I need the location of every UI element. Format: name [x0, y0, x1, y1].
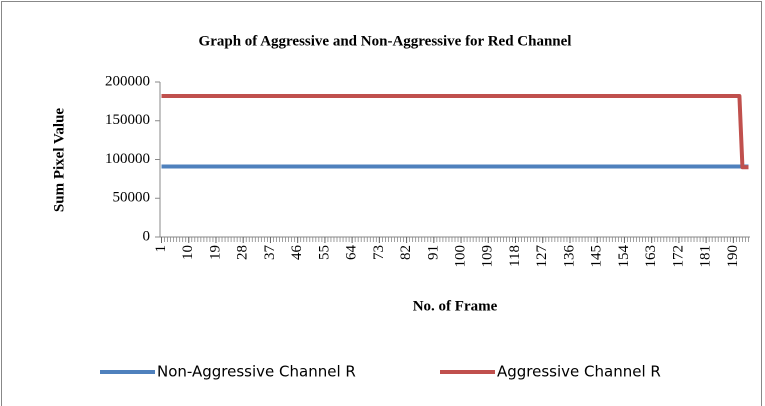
y-tick-label: 0	[143, 228, 151, 244]
x-tick-label: 118	[507, 245, 523, 267]
x-tick-label: 154	[616, 245, 632, 268]
x-tick-label: 19	[207, 245, 223, 260]
x-tick-label: 37	[262, 245, 278, 261]
y-axis-title: Sum Pixel Value	[51, 108, 67, 213]
x-axis-title: No. of Frame	[413, 298, 498, 314]
x-tick-label: 1	[153, 245, 169, 253]
y-tick-label: 150000	[105, 112, 150, 128]
x-tick-label: 64	[344, 245, 360, 261]
x-tick-label: 82	[398, 245, 414, 260]
x-tick-label: 91	[425, 245, 441, 260]
x-tick-label: 163	[643, 245, 659, 268]
y-tick-label: 50000	[113, 190, 151, 206]
x-tick-label: 100	[452, 245, 468, 268]
x-tick-label: 172	[670, 245, 686, 268]
x-tick-label: 55	[316, 245, 332, 260]
y-tick-label: 100000	[105, 151, 150, 167]
x-tick-label: 46	[289, 245, 305, 261]
x-tick-label: 190	[725, 245, 741, 268]
chart-title: Graph of Aggressive and Non-Aggressive f…	[199, 33, 572, 49]
x-tick-label: 145	[589, 245, 605, 268]
x-tick-label: 28	[235, 245, 251, 260]
y-tick-label: 200000	[105, 73, 150, 89]
legend-label: Aggressive Channel R	[497, 363, 661, 381]
x-tick-label: 109	[480, 245, 496, 268]
x-tick-label: 181	[698, 245, 714, 268]
x-tick-label: 136	[561, 245, 577, 268]
x-tick-label: 10	[180, 245, 196, 260]
x-tick-label: 73	[371, 245, 387, 260]
legend-label: Non-Aggressive Channel R	[157, 363, 356, 381]
x-tick-label: 127	[534, 245, 550, 268]
series-line	[161, 93, 749, 170]
